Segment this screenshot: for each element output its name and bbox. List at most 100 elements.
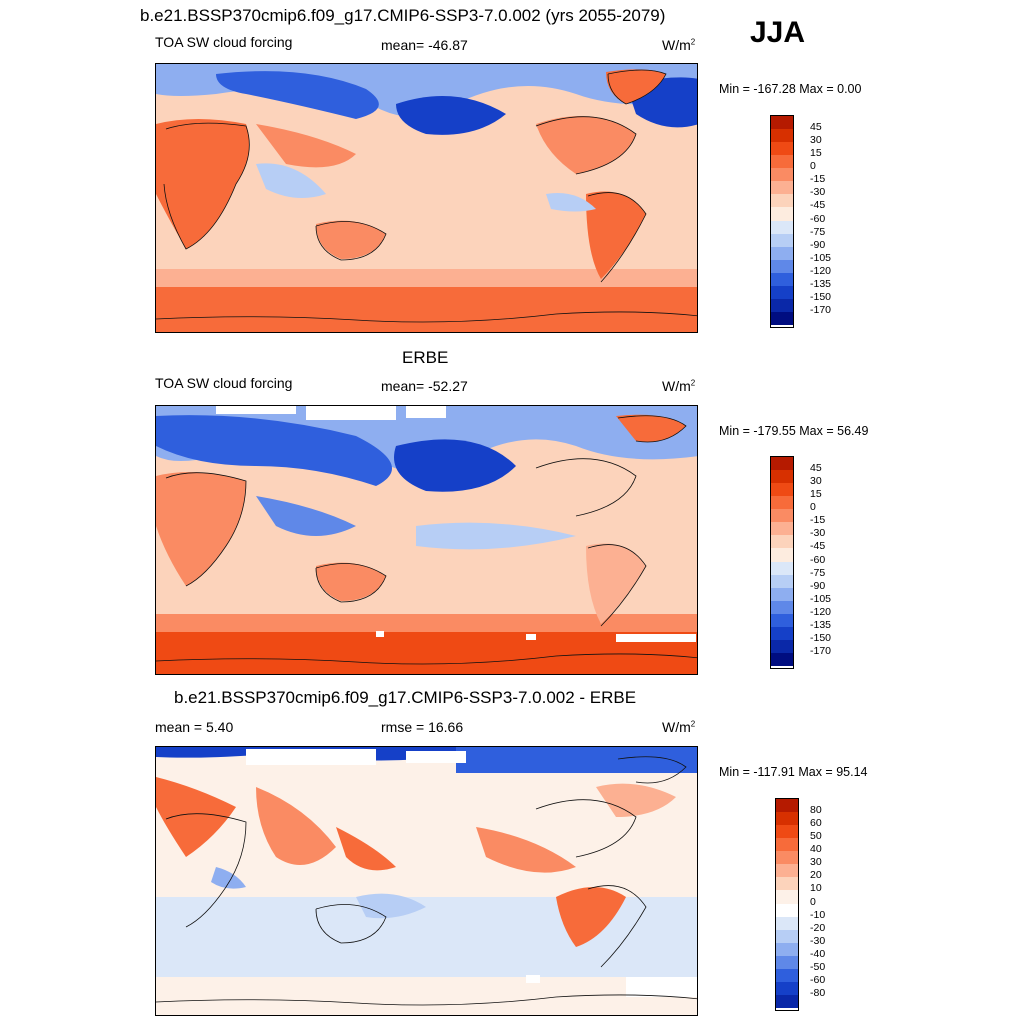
- colorbar-swatch: [771, 194, 793, 208]
- colorbar-tick-label: 30: [810, 475, 822, 488]
- colorbar-swatch: [771, 535, 793, 549]
- colorbar-swatch: [771, 259, 793, 273]
- colorbar-tick-label: 80: [810, 804, 822, 817]
- panel-mean-label: mean = 5.40: [155, 719, 234, 735]
- colorbar-tick-label: 60: [810, 817, 822, 830]
- colorbar-swatch: [771, 509, 793, 523]
- colorbar-tick-label: -60: [810, 973, 826, 986]
- colorbar-swatch: [776, 877, 798, 891]
- colorbar-swatch: [771, 116, 793, 130]
- colorbar-tick-label: -135: [810, 618, 832, 631]
- colorbar-swatch: [776, 994, 798, 1008]
- colorbar-tick-label: -90: [810, 579, 826, 592]
- colorbar-tick-label: -15: [810, 514, 826, 527]
- season-label: JJA: [750, 16, 806, 49]
- colorbar-tick-label: 50: [810, 830, 822, 843]
- colorbar-diff: [775, 798, 799, 1011]
- colorbar-tick-label: 30: [810, 134, 822, 147]
- colorbar-swatch: [771, 639, 793, 653]
- colorbar-swatch: [771, 298, 793, 312]
- colorbar-swatch: [776, 799, 798, 813]
- colorbar-swatch: [771, 457, 793, 471]
- colorbar-tick-label: -105: [810, 592, 832, 605]
- colorbar-swatch: [776, 955, 798, 969]
- colorbar-tick-label: -30: [810, 527, 826, 540]
- colorbar-tick-label: 45: [810, 462, 822, 475]
- colorbar-tick-label: -30: [810, 934, 826, 947]
- colorbar-tick-label: -45: [810, 199, 826, 212]
- colorbar-tick-label: -45: [810, 540, 826, 553]
- colorbar-swatch: [771, 285, 793, 299]
- panel-minmax: Min = -117.91 Max = 95.14: [719, 765, 868, 779]
- colorbar-tick-label: 15: [810, 147, 822, 160]
- colorbar-swatch: [771, 272, 793, 286]
- colorbar-tick-label: 20: [810, 869, 822, 882]
- panel-units: W/m2: [662, 378, 696, 394]
- colorbar-swatch: [776, 942, 798, 956]
- panel-title: ERBE: [402, 348, 449, 367]
- colorbar-obs: [770, 456, 794, 669]
- colorbar-tick-label: -10: [810, 908, 826, 921]
- colorbar-model: [770, 115, 794, 328]
- colorbar-tick-label: 0: [810, 895, 816, 908]
- colorbar-swatch: [771, 652, 793, 666]
- colorbar-tick-label: -120: [810, 264, 832, 277]
- colorbar-swatch: [771, 522, 793, 536]
- panel-minmax: Min = -167.28 Max = 0.00: [719, 82, 862, 96]
- colorbar-tick-label: -120: [810, 605, 832, 618]
- colorbar-tick-label: -135: [810, 277, 832, 290]
- colorbar-tick-label: -150: [810, 631, 832, 644]
- colorbar-swatch: [771, 220, 793, 234]
- panel-title: b.e21.BSSP370cmip6.f09_g17.CMIP6-SSP3-7.…: [174, 688, 637, 707]
- panel-mean-label: mean= -52.27: [381, 378, 468, 394]
- colorbar-swatch: [776, 864, 798, 878]
- colorbar-swatch: [771, 311, 793, 325]
- colorbar-swatch: [776, 825, 798, 839]
- colorbar-tick-label: -170: [810, 644, 832, 657]
- colorbar-tick-label: -90: [810, 238, 826, 251]
- colorbar-swatch: [771, 207, 793, 221]
- colorbar-swatch: [771, 246, 793, 260]
- colorbar-swatch: [771, 233, 793, 247]
- colorbar-swatch: [771, 587, 793, 601]
- colorbar-tick-label: 10: [810, 882, 822, 895]
- colorbar-swatch: [771, 129, 793, 143]
- colorbar-swatch: [771, 483, 793, 497]
- colorbar-swatch: [771, 574, 793, 588]
- colorbar-tick-label: 0: [810, 501, 816, 514]
- panel-units: W/m2: [662, 719, 696, 735]
- colorbar-swatch: [776, 929, 798, 943]
- colorbar-swatch: [771, 155, 793, 169]
- colorbar-swatch: [771, 613, 793, 627]
- colorbar-tick-label: -20: [810, 921, 826, 934]
- panel-left-label: TOA SW cloud forcing: [155, 34, 293, 50]
- colorbar-tick-label: 40: [810, 843, 822, 856]
- colorbar-swatch: [776, 838, 798, 852]
- colorbar-swatch: [771, 168, 793, 182]
- colorbar-swatch: [776, 916, 798, 930]
- colorbar-swatch: [771, 470, 793, 484]
- colorbar-tick-label: -80: [810, 986, 826, 999]
- panel-rmse-label: rmse = 16.66: [381, 719, 464, 735]
- colorbar-swatch: [771, 548, 793, 562]
- colorbar-swatch: [771, 600, 793, 614]
- panel-units: W/m2: [662, 37, 696, 53]
- colorbar-swatch: [776, 903, 798, 917]
- colorbar-tick-label: -150: [810, 290, 832, 303]
- colorbar-swatch: [771, 181, 793, 195]
- map-obs: [155, 405, 698, 675]
- colorbar-tick-label: -50: [810, 960, 826, 973]
- colorbar-tick-label: 0: [810, 160, 816, 173]
- colorbar-tick-label: -105: [810, 251, 832, 264]
- colorbar-tick-label: 30: [810, 856, 822, 869]
- colorbar-tick-label: -170: [810, 303, 832, 316]
- colorbar-swatch: [771, 561, 793, 575]
- page-title: b.e21.BSSP370cmip6.f09_g17.CMIP6-SSP3-7.…: [140, 6, 666, 25]
- panel-minmax: Min = -179.55 Max = 56.49: [719, 424, 869, 438]
- map-diff: [155, 746, 698, 1016]
- colorbar-swatch: [776, 851, 798, 865]
- colorbar-tick-label: 45: [810, 121, 822, 134]
- colorbar-tick-label: -75: [810, 225, 826, 238]
- colorbar-tick-label: -15: [810, 173, 826, 186]
- colorbar-swatch: [776, 981, 798, 995]
